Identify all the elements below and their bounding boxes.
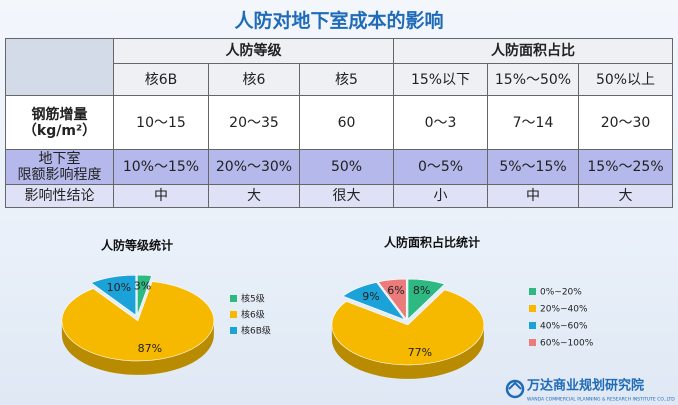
legend-label: 核6级 bbox=[241, 309, 265, 321]
data-label: 3% bbox=[134, 279, 151, 292]
slide-title: 人防对地下室成本的影响 bbox=[234, 10, 444, 32]
legend-swatch bbox=[529, 288, 536, 295]
cell: 小 bbox=[393, 184, 488, 208]
logo-subtitle: WANDA COMMERCIAL PLANNING & RESEARCH INS… bbox=[527, 397, 675, 403]
cell: 中 bbox=[487, 184, 579, 208]
pie-slice-side bbox=[61, 320, 214, 375]
cell: 很大 bbox=[299, 184, 394, 208]
legend-swatch bbox=[230, 327, 237, 334]
pie-tops bbox=[61, 274, 215, 362]
cell: 20～30 bbox=[577, 95, 674, 150]
pie-tops bbox=[331, 278, 485, 366]
legend-label: 核6B级 bbox=[241, 325, 271, 337]
row-label: 钢筋增量 （kg/m²） bbox=[5, 95, 114, 150]
cell: 中 bbox=[113, 184, 209, 208]
data-label: 77% bbox=[408, 346, 432, 359]
column-header: 核5 bbox=[299, 63, 394, 96]
legend-label: 核5级 bbox=[241, 293, 265, 305]
cell: 20～35 bbox=[208, 95, 300, 150]
pie-slice bbox=[377, 278, 407, 320]
pie-sides bbox=[61, 320, 214, 375]
column-header: 15%～50% bbox=[487, 63, 579, 96]
data-label: 10% bbox=[107, 281, 131, 294]
legend-swatch bbox=[529, 322, 536, 329]
pie-labels: 8% 77% 9% 6% bbox=[362, 284, 432, 359]
legend-swatch bbox=[529, 339, 536, 346]
pie-slice bbox=[331, 289, 485, 366]
cost-table: 人防等级 人防面积占比 核6B 核6 核5 15%以下 15%～50% 50%以上 钢筋增量 （… bbox=[5, 38, 674, 208]
legend-label: 40%~60% bbox=[540, 322, 588, 332]
pie-title: 人防面积占比统计 bbox=[384, 235, 480, 250]
cell: 大 bbox=[208, 184, 300, 208]
cell: 0～5% bbox=[393, 149, 488, 185]
data-label: 87% bbox=[138, 342, 162, 355]
pie-title: 人防等级统计 bbox=[101, 238, 173, 253]
cell: 大 bbox=[577, 184, 674, 208]
legend-label: 0%~20% bbox=[540, 288, 582, 298]
cell: 10～15 bbox=[113, 95, 209, 150]
pie-slice bbox=[342, 282, 406, 321]
pie-slice bbox=[90, 274, 137, 316]
cell: 60 bbox=[299, 95, 394, 150]
cell: 10%～15% bbox=[113, 149, 209, 185]
column-header: 核6 bbox=[208, 63, 300, 96]
row-label: 地下室 限额影响程度 bbox=[5, 149, 114, 185]
data-label: 6% bbox=[387, 284, 404, 297]
pie-labels: 3% 87% 10% bbox=[107, 279, 162, 355]
pie-slice bbox=[137, 274, 153, 316]
legend-label: 20%~40% bbox=[540, 305, 588, 315]
pie-slice bbox=[407, 278, 446, 320]
legend-swatch bbox=[230, 295, 237, 302]
logo-text: 万达商业规划研究院 bbox=[526, 378, 644, 394]
column-header: 50%以上 bbox=[577, 63, 674, 96]
data-label: 8% bbox=[413, 284, 430, 297]
pie-slice-side bbox=[331, 324, 484, 379]
legend-swatch bbox=[529, 305, 536, 312]
data-label: 9% bbox=[362, 290, 379, 303]
column-header: 核6B bbox=[113, 63, 209, 96]
cell: 0～3 bbox=[393, 95, 488, 150]
pie-slice bbox=[61, 281, 215, 362]
legend-swatch bbox=[230, 311, 237, 318]
column-header: 15%以下 bbox=[393, 63, 488, 96]
pie-sides bbox=[331, 324, 484, 379]
row-label: 影响性结论 bbox=[5, 184, 114, 208]
legend-label: 60%~100% bbox=[540, 339, 594, 349]
logo-icon bbox=[505, 379, 525, 399]
